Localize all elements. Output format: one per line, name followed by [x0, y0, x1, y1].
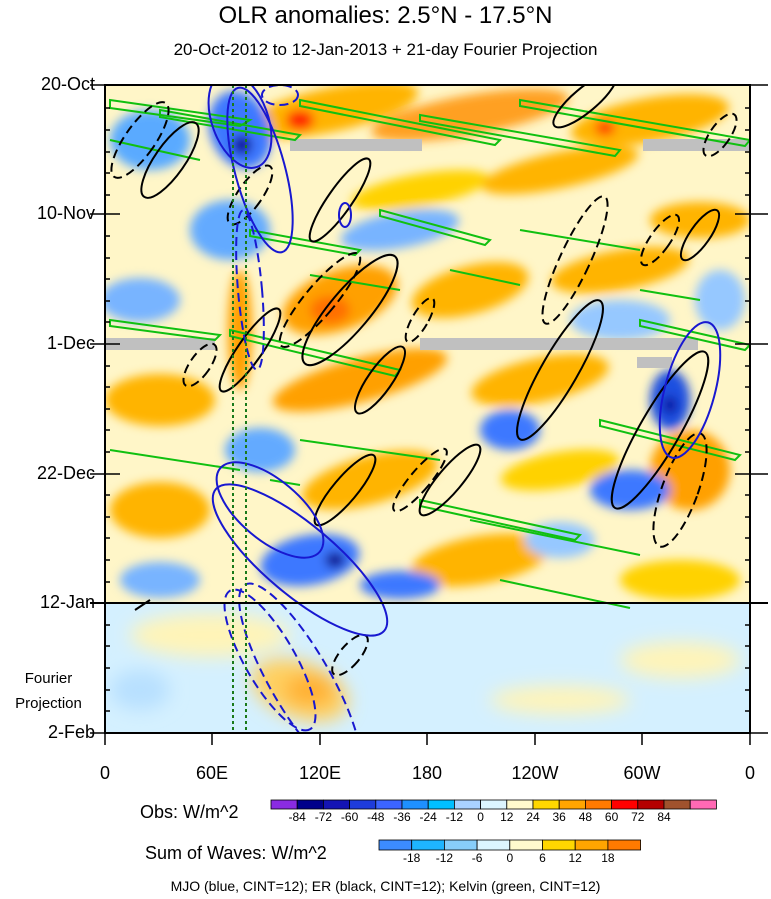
- colorbar-swatch: [558, 799, 586, 810]
- xtick-label: 0: [744, 763, 755, 783]
- colorbar-swatch: [663, 799, 691, 810]
- colorbar-swatch: [585, 799, 613, 810]
- colorbar-tick-label: -60: [340, 810, 359, 824]
- ytick-label: 2-Feb: [47, 722, 95, 742]
- er-contours: [110, 85, 738, 677]
- wave-contours: [109, 85, 750, 733]
- ytick-label: 1-Dec: [46, 333, 95, 353]
- colorbar-swatch: [509, 839, 543, 851]
- colorbar-swatch: [296, 799, 324, 810]
- colorbar-tick-label: -36: [393, 810, 411, 824]
- waves-colorbar-label: Sum of Waves: W/m^2: [145, 843, 327, 863]
- colorbar-tick-label: -72: [314, 810, 333, 824]
- colorbar-swatch: [270, 799, 298, 810]
- colorbar-tick-label: 0: [506, 851, 514, 865]
- colorbar-tick-label: 6: [539, 851, 546, 865]
- ytick-label: 22-Dec: [36, 463, 95, 483]
- colorbar-tick-label: 84: [657, 810, 671, 824]
- colorbar-swatch: [401, 799, 429, 810]
- colorbar-tick-label: 0: [477, 810, 484, 824]
- obs-field: [105, 85, 750, 603]
- colorbar-swatch: [349, 799, 377, 810]
- ytick-label: 20-Oct: [40, 74, 95, 94]
- colorbar-swatch: [532, 799, 560, 810]
- colorbar-swatch: [542, 839, 576, 851]
- projection-field: [105, 603, 750, 733]
- colorbar-tick-label: -18: [403, 851, 421, 865]
- colorbar-tick-label: 12: [500, 810, 514, 824]
- xtick-label: 60W: [623, 763, 661, 783]
- colorbar-tick-label: -12: [435, 851, 454, 865]
- colorbar-swatch: [689, 799, 717, 810]
- colorbar-swatch: [476, 839, 511, 851]
- colorbar-tick-label: -24: [419, 810, 437, 824]
- xtick-label: 180: [411, 763, 443, 783]
- obs-colorbar: [270, 799, 717, 810]
- colorbar-swatch: [378, 839, 413, 851]
- colorbar-tick-label: 12: [568, 851, 582, 865]
- colorbar-swatch: [322, 799, 350, 810]
- colorbar-tick-label: -48: [367, 810, 385, 824]
- colorbar-tick-label: -12: [445, 810, 464, 824]
- ytick-label: 10-Nov: [36, 203, 95, 223]
- colorbar-swatch: [411, 839, 445, 851]
- colorbar-swatch: [607, 839, 642, 851]
- xtick-label: 0: [99, 763, 110, 783]
- colorbar-tick-label: 72: [631, 810, 645, 824]
- colorbar-tick-label: 60: [604, 810, 619, 824]
- mjo-contours: [207, 85, 722, 733]
- colorbar-swatch: [506, 799, 534, 810]
- projection-label-1: Fourier: [24, 670, 73, 687]
- colorbar-swatch: [453, 799, 481, 810]
- colorbar-swatch: [480, 799, 508, 810]
- colorbar-tick-label: 48: [578, 810, 593, 824]
- chart-subtitle: 20-Oct-2012 to 12-Jan-2013 + 21-day Four…: [173, 40, 598, 59]
- colorbar-swatch: [375, 799, 403, 810]
- colorbar-swatch: [574, 839, 609, 851]
- colorbar-swatch: [611, 799, 639, 810]
- colorbar-tick-label: 24: [526, 810, 540, 824]
- colorbar-tick-label: -84: [288, 810, 306, 824]
- ytick-label: 12-Jan: [39, 592, 95, 612]
- colorbar-swatch: [637, 799, 665, 810]
- projection-label-2: Projection: [15, 695, 82, 712]
- obs-colorbar-label: Obs: W/m^2: [140, 802, 239, 822]
- colorbar-tick-label: -6: [471, 851, 483, 865]
- xtick-label: 120W: [511, 763, 559, 783]
- colorbar-swatch: [427, 799, 455, 810]
- colorbar-tick-label: 18: [601, 851, 615, 865]
- chart-title: OLR anomalies: 2.5°N - 17.5°N: [218, 2, 553, 29]
- xtick-label: 120E: [298, 763, 342, 783]
- waves-colorbar: [378, 839, 642, 851]
- xtick-label: 60E: [195, 763, 229, 783]
- footnote: MJO (blue, CINT=12); ER (black, CINT=12)…: [170, 878, 601, 894]
- obs-anomaly-patches: [105, 85, 750, 600]
- colorbar-tick-label: 36: [552, 810, 566, 824]
- colorbar-swatch: [443, 839, 478, 851]
- axis-ticks: [90, 84, 768, 745]
